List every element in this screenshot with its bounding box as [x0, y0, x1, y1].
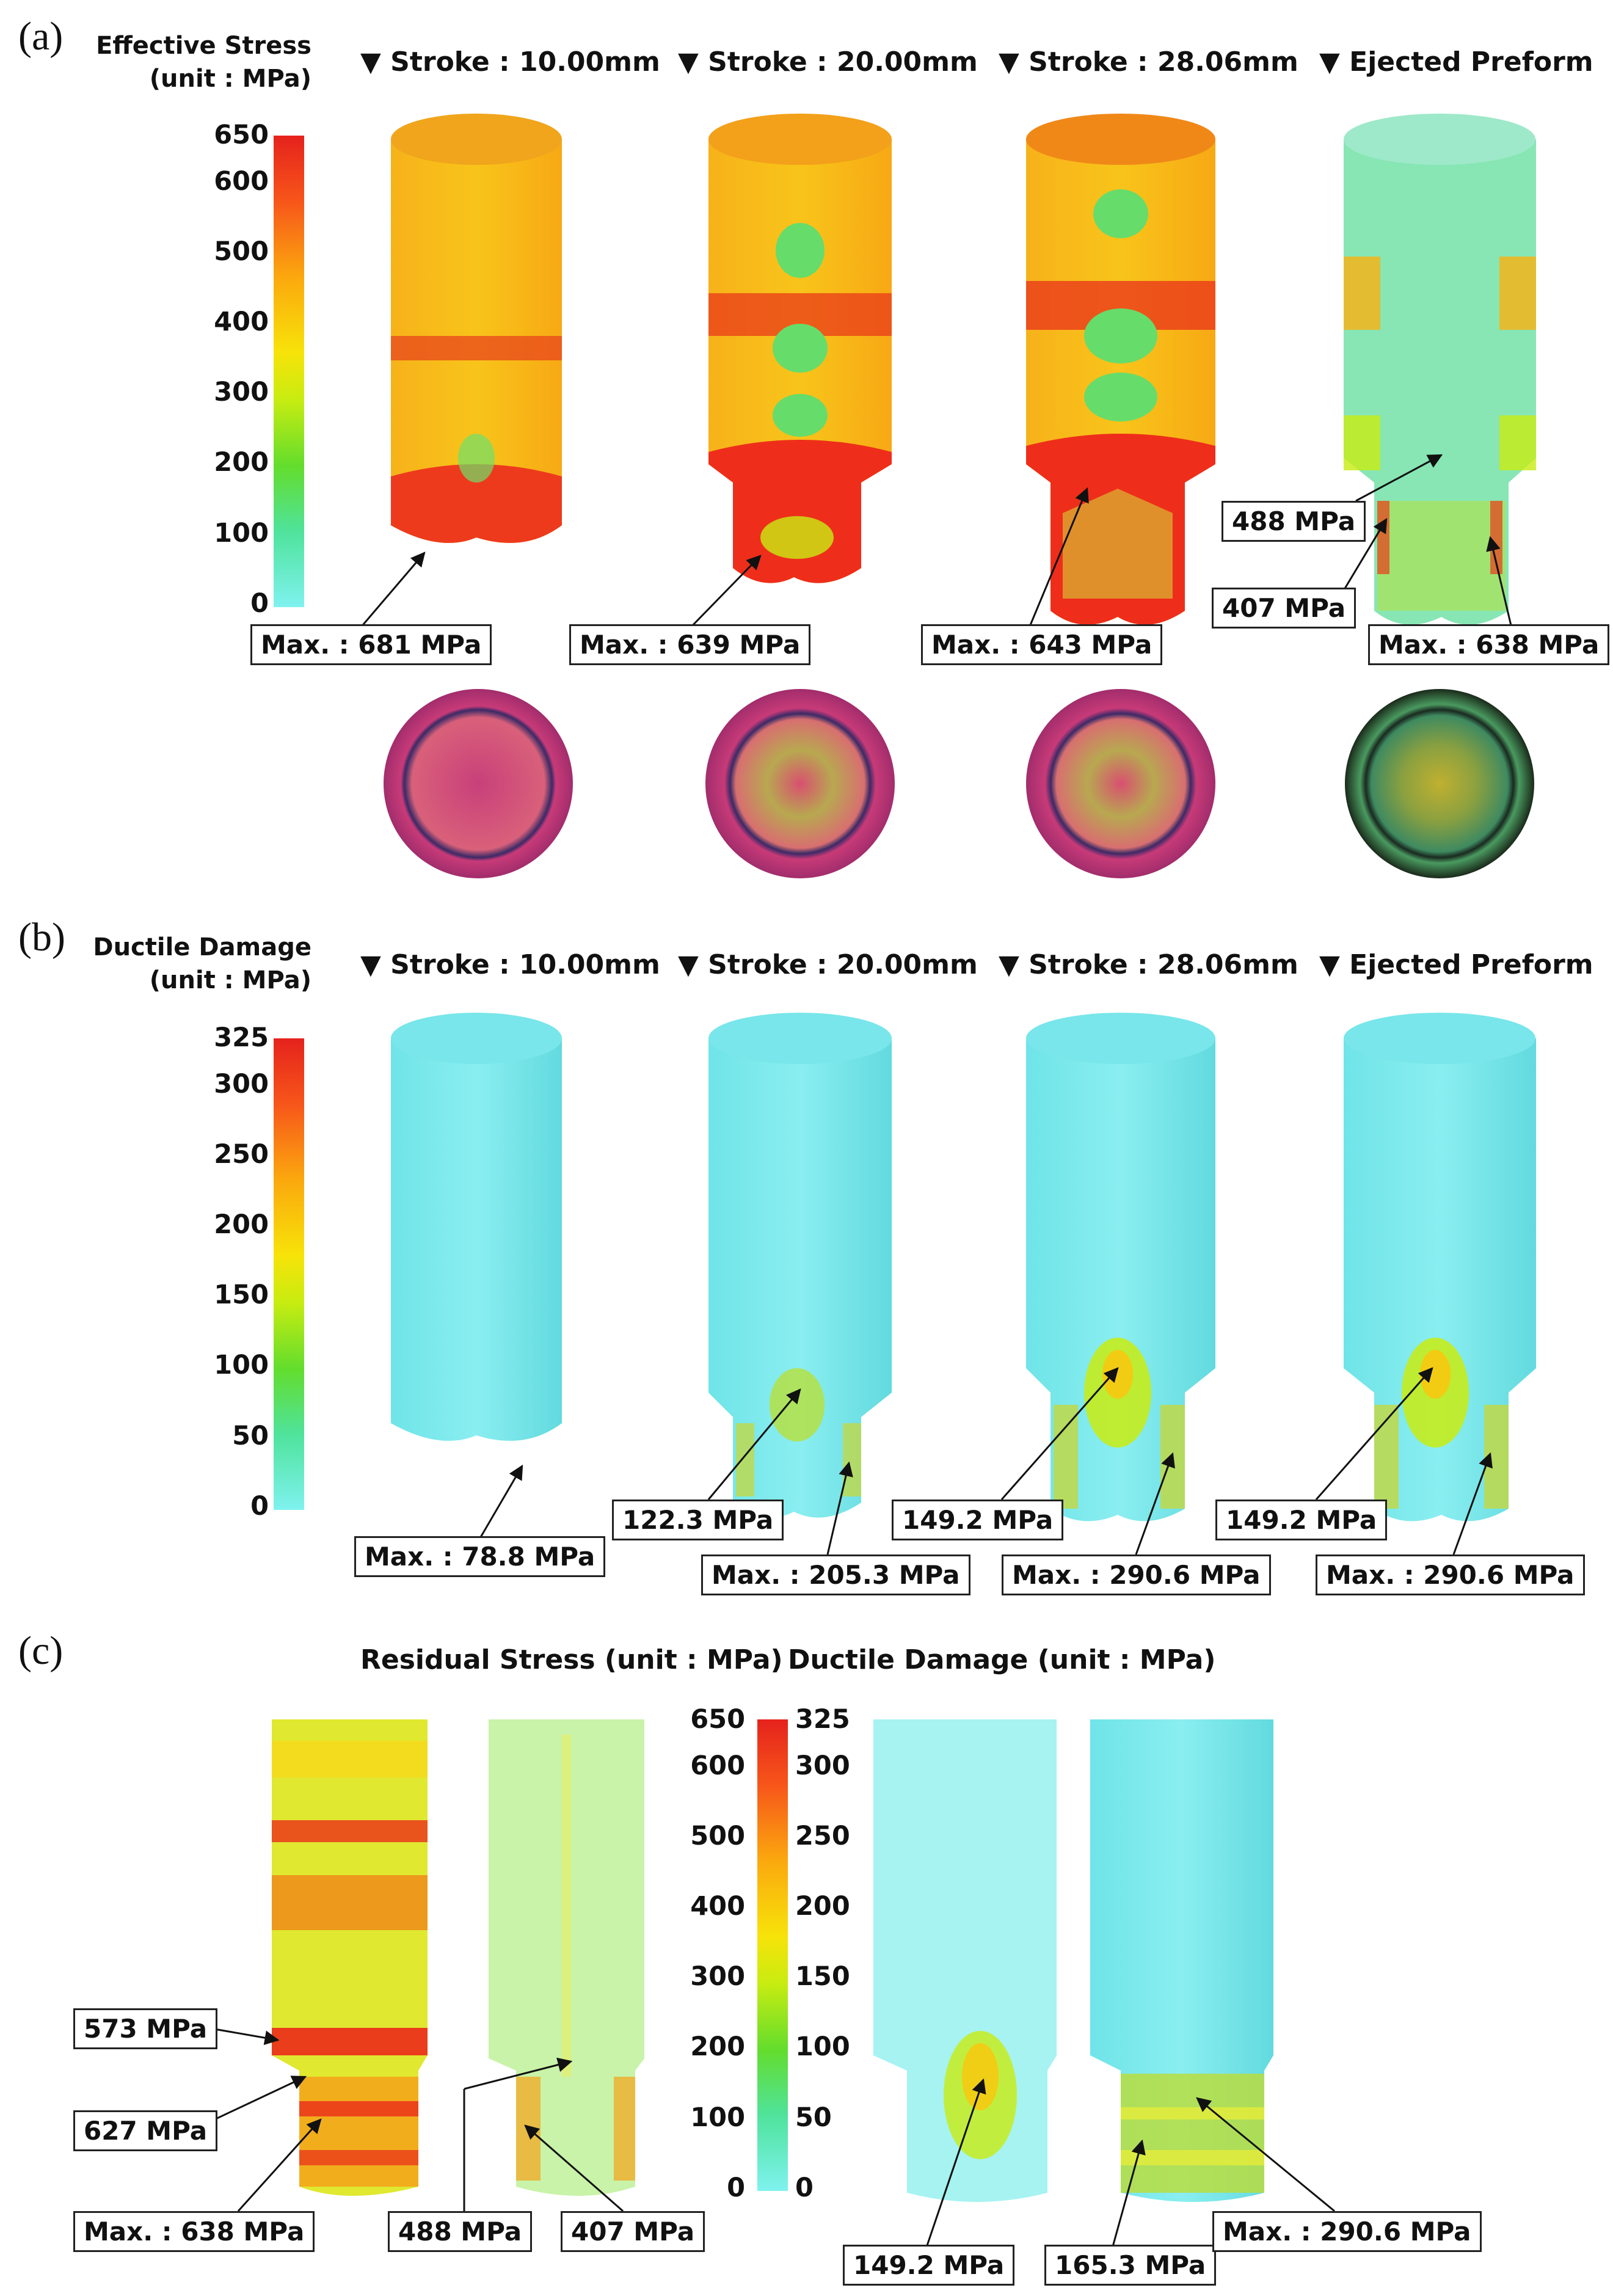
a-part-2 [708, 114, 892, 583]
tick-b-200: 200 [214, 1209, 269, 1240]
tick-c-stress-200: 200 [690, 2032, 745, 2062]
a-part-4 [1344, 114, 1536, 625]
tick-b-50: 50 [232, 1421, 269, 1451]
tick-b-325: 325 [214, 1022, 269, 1053]
callout-c-max-638: Max. : 638 MPa [73, 2211, 315, 2252]
tick-a-500: 500 [214, 236, 269, 267]
callout-a-407: 407 MPa [1212, 588, 1356, 629]
c-part-3 [873, 1719, 1057, 2202]
callout-b-122-3: 122.3 MPa [612, 1500, 784, 1540]
disc-1 [384, 689, 573, 878]
tick-c-damage-300: 300 [795, 1751, 850, 1781]
callout-b-max-205-3: Max. : 205.3 MPa [701, 1554, 970, 1595]
b-part-2 [708, 1013, 892, 1518]
callout-a-max-639: Max. : 639 MPa [569, 624, 811, 665]
b-part-1 [391, 1013, 562, 1441]
callout-b-max-290-6-a: Max. : 290.6 MPa [1002, 1554, 1271, 1595]
panel-letter-a: (a) [18, 14, 64, 59]
tick-c-damage-250: 250 [795, 1821, 850, 1851]
a-part-1 [391, 114, 562, 543]
legend-title-a: Effective Stress (unit : MPa) [86, 29, 311, 95]
column-label-b-4: ▼ Ejected Preform [1319, 949, 1593, 980]
column-label-a-1: ▼ Stroke : 10.00mm [360, 46, 660, 78]
tick-c-damage-50: 50 [795, 2102, 832, 2133]
tick-c-damage-100: 100 [795, 2032, 850, 2062]
tick-c-stress-400: 400 [690, 1891, 745, 1922]
column-label-b-3: ▼ Stroke : 28.06mm [999, 949, 1298, 980]
callout-c-407: 407 MPa [561, 2211, 705, 2252]
tick-c-damage-150: 150 [795, 1961, 850, 1992]
colorbar-b [274, 1038, 304, 1510]
tick-c-stress-100: 100 [690, 2102, 745, 2133]
callout-b-149-2-b: 149.2 MPa [1215, 1500, 1388, 1540]
panel-letter-b: (b) [18, 915, 65, 960]
callout-a-max-638: Max. : 638 MPa [1368, 624, 1610, 665]
legend-title-a-line1: Effective Stress [96, 32, 311, 60]
column-label-a-2: ▼ Stroke : 20.00mm [678, 46, 978, 78]
callout-a-max-681: Max. : 681 MPa [250, 624, 492, 665]
tick-c-damage-0: 0 [795, 2173, 814, 2203]
c-part-4 [1090, 1719, 1273, 2202]
callout-c-149-2: 149.2 MPa [843, 2245, 1015, 2286]
tick-c-stress-650: 650 [690, 1704, 745, 1735]
callout-c-627: 627 MPa [73, 2110, 218, 2151]
disc-3 [1026, 689, 1215, 878]
tick-b-100: 100 [214, 1350, 269, 1380]
legend-title-b-line2: (unit : MPa) [149, 966, 311, 994]
callout-b-149-2-a: 149.2 MPa [892, 1500, 1064, 1540]
callout-c-165-3: 165.3 MPa [1044, 2245, 1217, 2286]
colorbar-c [757, 1719, 788, 2191]
tick-a-650: 650 [214, 120, 269, 150]
callout-c-488: 488 MPa [388, 2211, 533, 2252]
c-part-2 [489, 1719, 644, 2196]
tick-a-100: 100 [214, 518, 269, 548]
tick-a-0: 0 [250, 588, 269, 619]
disc-2 [705, 689, 895, 878]
tick-c-stress-300: 300 [690, 1961, 745, 1992]
legend-title-b-line1: Ductile Damage [93, 933, 311, 961]
tick-b-300: 300 [214, 1069, 269, 1099]
column-label-a-4: ▼ Ejected Preform [1319, 46, 1593, 78]
tick-a-200: 200 [214, 447, 269, 478]
tick-c-stress-0: 0 [727, 2173, 745, 2203]
c-part-1 [272, 1719, 428, 2196]
b-part-4 [1344, 1013, 1536, 1522]
callout-b-max-78-8: Max. : 78.8 MPa [354, 1536, 606, 1577]
disc-4 [1345, 689, 1534, 878]
legend-title-a-line2: (unit : MPa) [149, 65, 311, 93]
callout-a-max-643: Max. : 643 MPa [921, 624, 1163, 665]
callout-c-573: 573 MPa [73, 2008, 218, 2049]
a-part-3 [1026, 114, 1215, 625]
tick-a-600: 600 [214, 166, 269, 197]
tick-c-damage-200: 200 [795, 1891, 850, 1922]
tick-c-stress-500: 500 [690, 1821, 745, 1851]
column-label-b-2: ▼ Stroke : 20.00mm [678, 949, 978, 980]
column-label-b-1: ▼ Stroke : 10.00mm [360, 949, 660, 980]
tick-a-400: 400 [214, 307, 269, 337]
panel-letter-c: (c) [18, 1628, 64, 1673]
callout-a-488: 488 MPa [1222, 501, 1366, 542]
tick-b-150: 150 [214, 1280, 269, 1310]
tick-c-stress-600: 600 [690, 1751, 745, 1781]
colorbar-a [274, 136, 304, 607]
column-label-a-3: ▼ Stroke : 28.06mm [999, 46, 1298, 78]
title-ductile-damage: Ductile Damage (unit : MPa) [788, 1644, 1216, 1675]
tick-c-damage-325: 325 [795, 1704, 850, 1735]
callout-c-max-290-6: Max. : 290.6 MPa [1212, 2211, 1482, 2252]
b-part-3 [1026, 1013, 1215, 1522]
legend-title-b: Ductile Damage (unit : MPa) [86, 931, 311, 997]
tick-b-0: 0 [250, 1491, 269, 1522]
title-residual-stress: Residual Stress (unit : MPa) [360, 1644, 783, 1675]
callout-b-max-290-6-b: Max. : 290.6 MPa [1316, 1554, 1585, 1595]
tick-a-300: 300 [214, 377, 269, 407]
tick-b-250: 250 [214, 1139, 269, 1170]
